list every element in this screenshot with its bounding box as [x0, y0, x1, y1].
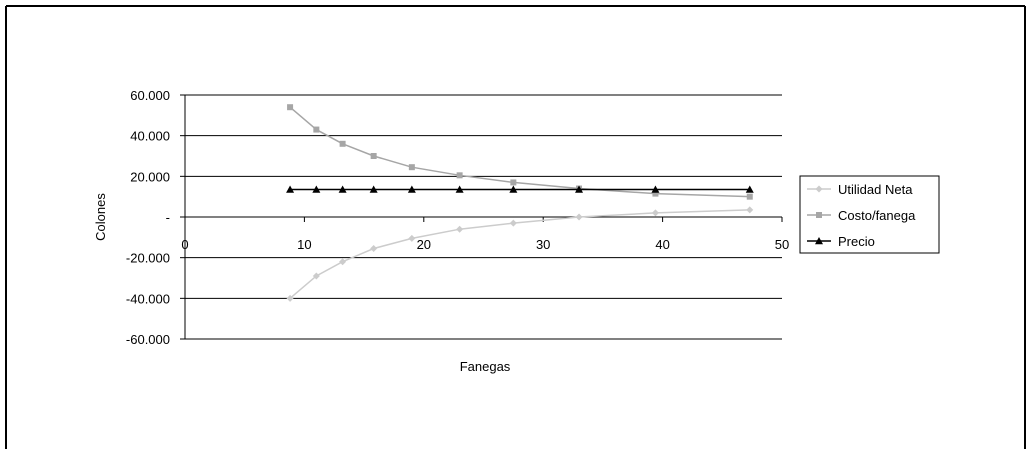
- legend-entry: Precio: [807, 234, 875, 249]
- x-tick-label: 30: [536, 237, 550, 252]
- data-point: [339, 258, 347, 266]
- data-point: [287, 104, 294, 111]
- data-point: [509, 185, 518, 193]
- legend-label: Costo/fanega: [838, 208, 916, 223]
- y-tick-label: -40.000: [126, 291, 170, 306]
- legend-marker: [816, 212, 822, 218]
- series-line: [289, 209, 750, 299]
- axis-layer: [180, 94, 783, 340]
- data-point: [456, 172, 463, 179]
- data-point: [286, 294, 294, 302]
- grid-layer: [185, 94, 782, 340]
- data-point: [313, 126, 320, 133]
- data-point: [370, 245, 378, 253]
- data-point: [746, 206, 754, 214]
- legend-label: Precio: [838, 234, 875, 249]
- y-tick-label: 40.000: [130, 129, 170, 144]
- data-point: [339, 140, 346, 147]
- legend-entry: Utilidad Neta: [807, 182, 913, 197]
- data-point: [456, 225, 464, 233]
- data-point: [651, 185, 660, 193]
- y-axis-label: Colones: [93, 193, 108, 241]
- data-point: [312, 185, 321, 193]
- y-tick-label: -60.000: [126, 332, 170, 347]
- data-point: [408, 164, 415, 171]
- series-utilidad-neta: [286, 206, 754, 302]
- data-point: [575, 185, 584, 193]
- x-tick-label: 20: [417, 237, 431, 252]
- x-tick-label: 40: [655, 237, 669, 252]
- data-point: [509, 219, 517, 227]
- x-tick-label: 10: [297, 237, 311, 252]
- x-tick-label: 0: [181, 237, 188, 252]
- x-axis-label: Fanegas: [460, 359, 511, 374]
- data-point: [370, 153, 377, 159]
- series-precio: [286, 185, 754, 193]
- data-point: [455, 185, 464, 193]
- legend-label: Utilidad Neta: [838, 182, 913, 197]
- y-tick-label: -: [166, 210, 170, 225]
- x-tick-label: 50: [775, 237, 789, 252]
- data-point: [407, 185, 416, 193]
- legend: Utilidad Neta Costo/fanega Precio: [807, 182, 916, 249]
- data-point: [652, 190, 659, 197]
- data-point: [286, 185, 295, 193]
- series-costo-fanega: [287, 104, 753, 200]
- y-tick-label: -20.000: [126, 251, 170, 266]
- data-point: [312, 272, 320, 280]
- legend-marker: [815, 185, 823, 193]
- data-point: [575, 213, 583, 221]
- series-line: [289, 106, 750, 198]
- data-point: [369, 185, 378, 193]
- legend-marker: [815, 237, 823, 245]
- data-point: [651, 209, 659, 217]
- data-point: [510, 179, 517, 186]
- data-point: [408, 234, 416, 242]
- y-tick-label: 20.000: [130, 169, 170, 184]
- data-point: [746, 193, 753, 200]
- series-layer: [286, 104, 754, 302]
- data-point: [338, 185, 347, 193]
- tick-layer: 60.000 40.000 20.000 - -20.000 -40.000 -60.000…: [126, 88, 789, 347]
- data-point: [745, 185, 754, 193]
- y-tick-label: 60.000: [130, 88, 170, 103]
- legend-entry: Costo/fanega: [807, 208, 916, 223]
